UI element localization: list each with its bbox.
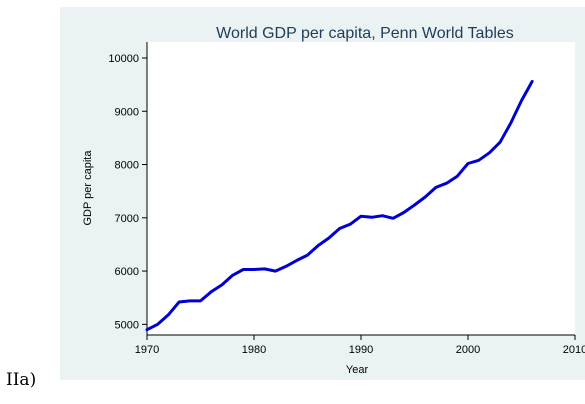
figure-caption-prefix: IIa)	[6, 370, 37, 390]
x-tick-label: 1990	[349, 344, 373, 356]
x-tick-label: 2000	[456, 344, 480, 356]
series-layer	[145, 79, 534, 332]
chart-title: World GDP per capita, Penn World Tables	[216, 25, 514, 42]
x-tick-label: 1970	[135, 344, 159, 356]
x-tick-label: 1980	[242, 344, 266, 356]
x-axis-label: Year	[346, 364, 369, 376]
y-tick-label: 8000	[115, 160, 139, 172]
y-axis-label: GDP per capita	[82, 150, 94, 226]
y-tick-label: 10000	[108, 53, 139, 65]
y-tick-label: 5000	[115, 319, 139, 331]
y-tick-label: 7000	[115, 213, 139, 225]
y-tick-label: 6000	[115, 266, 139, 278]
x-tick-label: 2010	[563, 344, 585, 356]
y-axis-ticks: 5000 6000 7000 8000 9000 10000	[108, 53, 147, 331]
y-tick-label: 9000	[115, 106, 139, 118]
series-line-gdp-per-capita	[145, 79, 534, 332]
x-axis-ticks: 1970 1980 1990 2000 2010	[135, 335, 585, 356]
